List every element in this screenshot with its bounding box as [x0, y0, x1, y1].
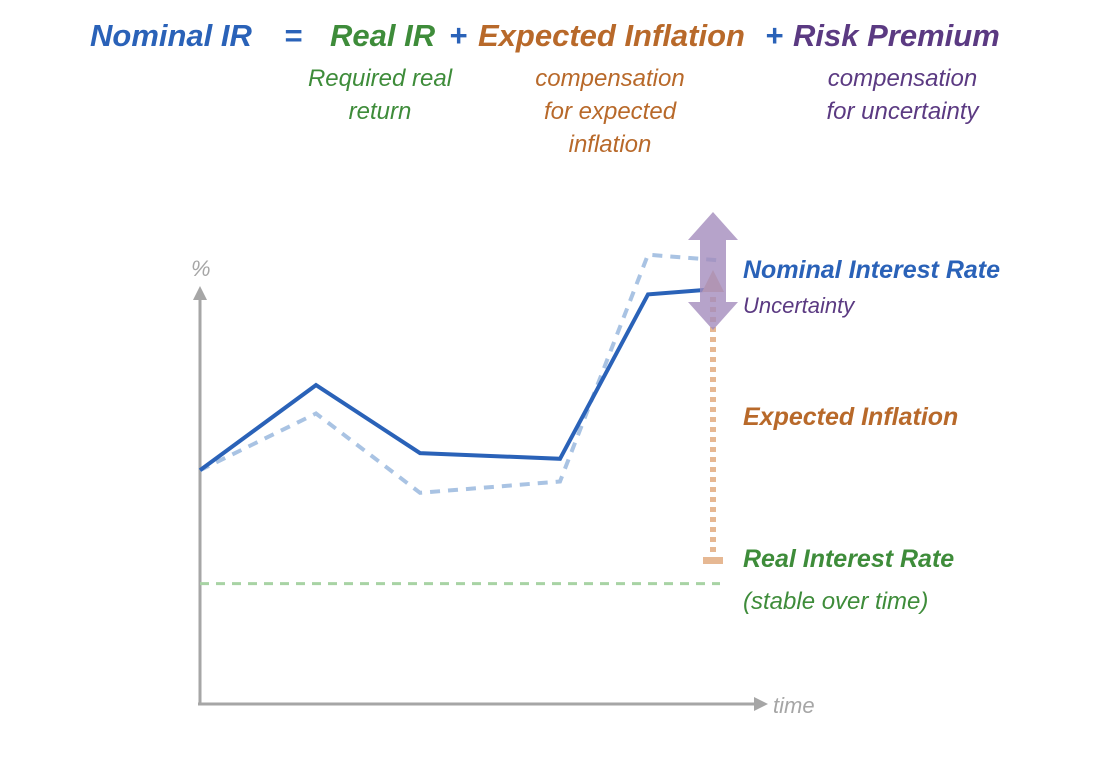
x-axis-arrow-icon [754, 697, 768, 711]
equation-risk: Risk Premium [793, 18, 1000, 53]
label-real-note: (stable over time) [743, 588, 929, 615]
equation-plus-2: + [765, 18, 784, 53]
description-risk: compensation for uncertainty [826, 65, 979, 125]
equation-equals: = [284, 18, 303, 53]
equation-plus-1: + [449, 18, 468, 53]
uncertainty-double-arrow-icon [688, 212, 738, 330]
y-axis-arrow-icon [193, 286, 207, 300]
x-axis-label: time [773, 693, 815, 718]
description-real: Required real return [307, 65, 453, 125]
label-expected-inflation: Expected Inflation [743, 403, 959, 431]
nominal-rate-line [198, 286, 721, 472]
description-inflation: compensation for expected inflation [535, 65, 685, 158]
equation-nominal: Nominal IR [90, 18, 252, 53]
equation-inflation: Expected Inflation [478, 18, 745, 53]
label-uncertainty: Uncertainty [743, 293, 855, 318]
expected-inflation-base [703, 557, 723, 564]
equation-real: Real IR [330, 18, 436, 53]
label-nominal-interest-rate: Nominal Interest Rate [743, 256, 1001, 284]
label-real-interest-rate: Real Interest Rate [743, 545, 955, 573]
y-axis-label: % [191, 256, 211, 281]
nominal-rate-dashed-line [199, 252, 721, 495]
